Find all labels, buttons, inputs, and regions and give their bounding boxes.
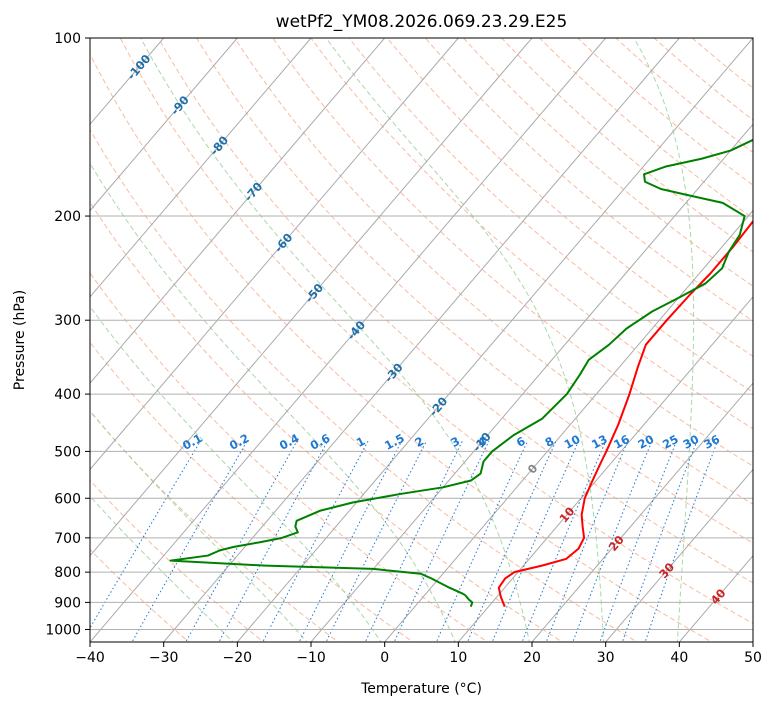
y-tick-label: 600: [54, 491, 81, 507]
y-tick-label: 200: [54, 209, 81, 225]
y-tick-label: 400: [54, 387, 81, 403]
y-tick-label: 500: [54, 444, 81, 460]
y-tick-label: 100: [54, 31, 81, 47]
y-tick-label: 300: [54, 313, 81, 329]
x-tick-label: 30: [597, 650, 615, 666]
x-tick-label: 10: [449, 650, 467, 666]
x-tick-label: −30: [149, 650, 179, 666]
y-tick-label: 900: [54, 595, 81, 611]
y-tick-label: 800: [54, 565, 81, 581]
x-axis-label: Temperature (°C): [360, 681, 482, 697]
y-axis-label: Pressure (hPa): [12, 290, 28, 390]
x-tick-label: 40: [670, 650, 688, 666]
x-tick-label: −20: [223, 650, 253, 666]
chart-title: wetPf2_YM08.2026.069.23.29.E25: [276, 12, 568, 32]
y-tick-label: 700: [54, 531, 81, 547]
x-tick-label: −40: [75, 650, 105, 666]
x-tick-label: −10: [296, 650, 326, 666]
x-tick-label: 0: [380, 650, 389, 666]
x-tick-label: 50: [744, 650, 762, 666]
x-tick-label: 20: [523, 650, 541, 666]
y-tick-label: 1000: [45, 622, 81, 638]
